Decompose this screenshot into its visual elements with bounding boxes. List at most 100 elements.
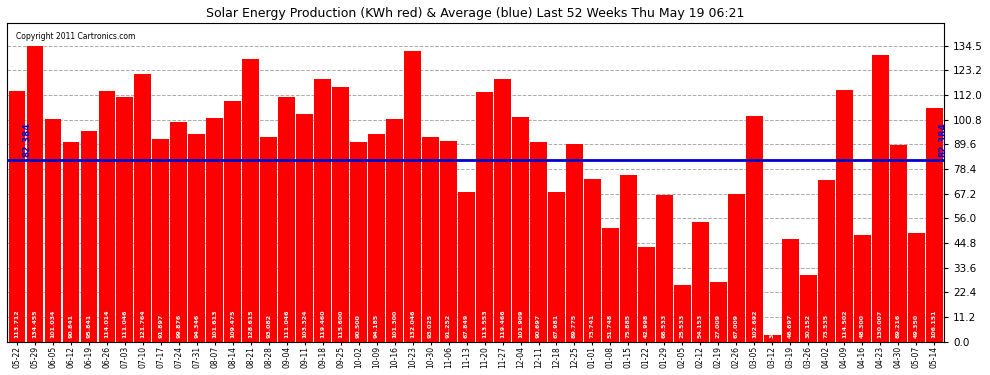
Text: 46.697: 46.697 — [788, 314, 793, 338]
Text: 90.500: 90.500 — [356, 315, 361, 338]
Bar — [333, 87, 348, 342]
Text: 121.764: 121.764 — [141, 310, 146, 338]
Text: 115.600: 115.600 — [339, 310, 344, 338]
Bar — [27, 46, 44, 342]
Text: 89.216: 89.216 — [896, 314, 901, 338]
Bar — [260, 137, 277, 342]
Bar — [710, 282, 727, 342]
Text: 54.153: 54.153 — [698, 314, 703, 338]
Bar — [836, 90, 852, 342]
Text: Copyright 2011 Cartronics.com: Copyright 2011 Cartronics.com — [16, 32, 136, 41]
Text: 119.460: 119.460 — [320, 310, 325, 338]
Text: 101.909: 101.909 — [518, 310, 523, 338]
Text: 66.533: 66.533 — [662, 314, 667, 338]
Bar — [135, 74, 151, 342]
Bar — [207, 118, 223, 342]
Bar — [602, 228, 619, 342]
Text: 30.152: 30.152 — [806, 314, 811, 338]
Text: 3.152: 3.152 — [770, 318, 775, 338]
Bar — [99, 91, 115, 342]
Text: 102.692: 102.692 — [751, 310, 757, 338]
Bar — [117, 97, 133, 342]
Bar — [584, 179, 601, 342]
Text: 99.876: 99.876 — [176, 314, 181, 338]
Bar — [620, 175, 637, 342]
Text: 103.324: 103.324 — [302, 310, 307, 338]
Text: 113.712: 113.712 — [14, 310, 20, 338]
Text: 93.025: 93.025 — [428, 314, 433, 338]
Bar — [350, 142, 367, 342]
Text: 101.300: 101.300 — [392, 310, 397, 338]
Bar — [315, 79, 331, 342]
Bar — [639, 247, 654, 342]
Bar — [404, 51, 421, 342]
Text: 114.502: 114.502 — [842, 310, 846, 338]
Text: 73.535: 73.535 — [824, 314, 829, 338]
Bar — [692, 222, 709, 342]
Text: 82.384: 82.384 — [939, 122, 947, 157]
Text: 109.475: 109.475 — [231, 310, 236, 338]
Text: 101.034: 101.034 — [50, 310, 55, 338]
Bar — [728, 194, 744, 342]
Bar — [548, 192, 564, 342]
Bar — [9, 92, 25, 342]
Bar — [368, 134, 385, 342]
Text: 25.533: 25.533 — [680, 314, 685, 338]
Text: 48.300: 48.300 — [859, 314, 865, 338]
Text: 111.046: 111.046 — [284, 310, 289, 338]
Bar — [531, 142, 546, 342]
Bar — [278, 97, 295, 342]
Bar — [170, 122, 187, 342]
Text: 49.350: 49.350 — [914, 314, 919, 338]
Text: 73.741: 73.741 — [590, 314, 595, 338]
Text: 119.466: 119.466 — [500, 310, 505, 338]
Text: 89.775: 89.775 — [572, 314, 577, 338]
Bar — [225, 101, 241, 342]
Text: 67.009: 67.009 — [734, 314, 739, 338]
Bar — [423, 137, 439, 342]
Text: 93.082: 93.082 — [266, 314, 271, 338]
Bar — [243, 58, 259, 342]
Text: 94.185: 94.185 — [374, 314, 379, 338]
Bar — [458, 192, 475, 342]
Text: 101.613: 101.613 — [212, 310, 217, 338]
Bar — [890, 145, 907, 342]
Bar — [62, 142, 79, 342]
Title: Solar Energy Production (KWh red) & Average (blue) Last 52 Weeks Thu May 19 06:2: Solar Energy Production (KWh red) & Aver… — [206, 7, 744, 20]
Text: 82.384: 82.384 — [22, 122, 32, 157]
Bar — [512, 117, 529, 342]
Text: 111.046: 111.046 — [123, 310, 128, 338]
Text: 130.007: 130.007 — [878, 310, 883, 338]
Bar — [386, 118, 403, 342]
Text: 42.998: 42.998 — [644, 314, 648, 338]
Text: 75.885: 75.885 — [626, 314, 631, 338]
Text: 128.615: 128.615 — [248, 310, 253, 338]
Bar — [441, 141, 456, 342]
Text: 94.346: 94.346 — [194, 314, 199, 338]
Bar — [926, 108, 942, 342]
Text: 90.841: 90.841 — [68, 314, 73, 338]
Bar — [476, 92, 493, 342]
Text: 113.553: 113.553 — [482, 310, 487, 338]
Bar — [764, 335, 781, 342]
Bar — [296, 114, 313, 342]
Bar — [818, 180, 835, 342]
Bar — [80, 131, 97, 342]
Bar — [854, 236, 870, 342]
Text: 95.841: 95.841 — [86, 314, 91, 338]
Bar — [674, 285, 691, 342]
Bar — [782, 239, 799, 342]
Bar — [188, 134, 205, 342]
Bar — [45, 119, 61, 342]
Text: 106.151: 106.151 — [932, 310, 937, 338]
Text: 132.046: 132.046 — [410, 310, 415, 338]
Bar — [656, 195, 672, 342]
Bar — [872, 56, 889, 342]
Text: 67.981: 67.981 — [554, 314, 559, 338]
Text: 134.455: 134.455 — [33, 310, 38, 338]
Bar — [746, 116, 762, 342]
Bar — [152, 140, 169, 342]
Text: 27.009: 27.009 — [716, 314, 721, 338]
Text: 91.897: 91.897 — [158, 314, 163, 338]
Bar — [494, 79, 511, 342]
